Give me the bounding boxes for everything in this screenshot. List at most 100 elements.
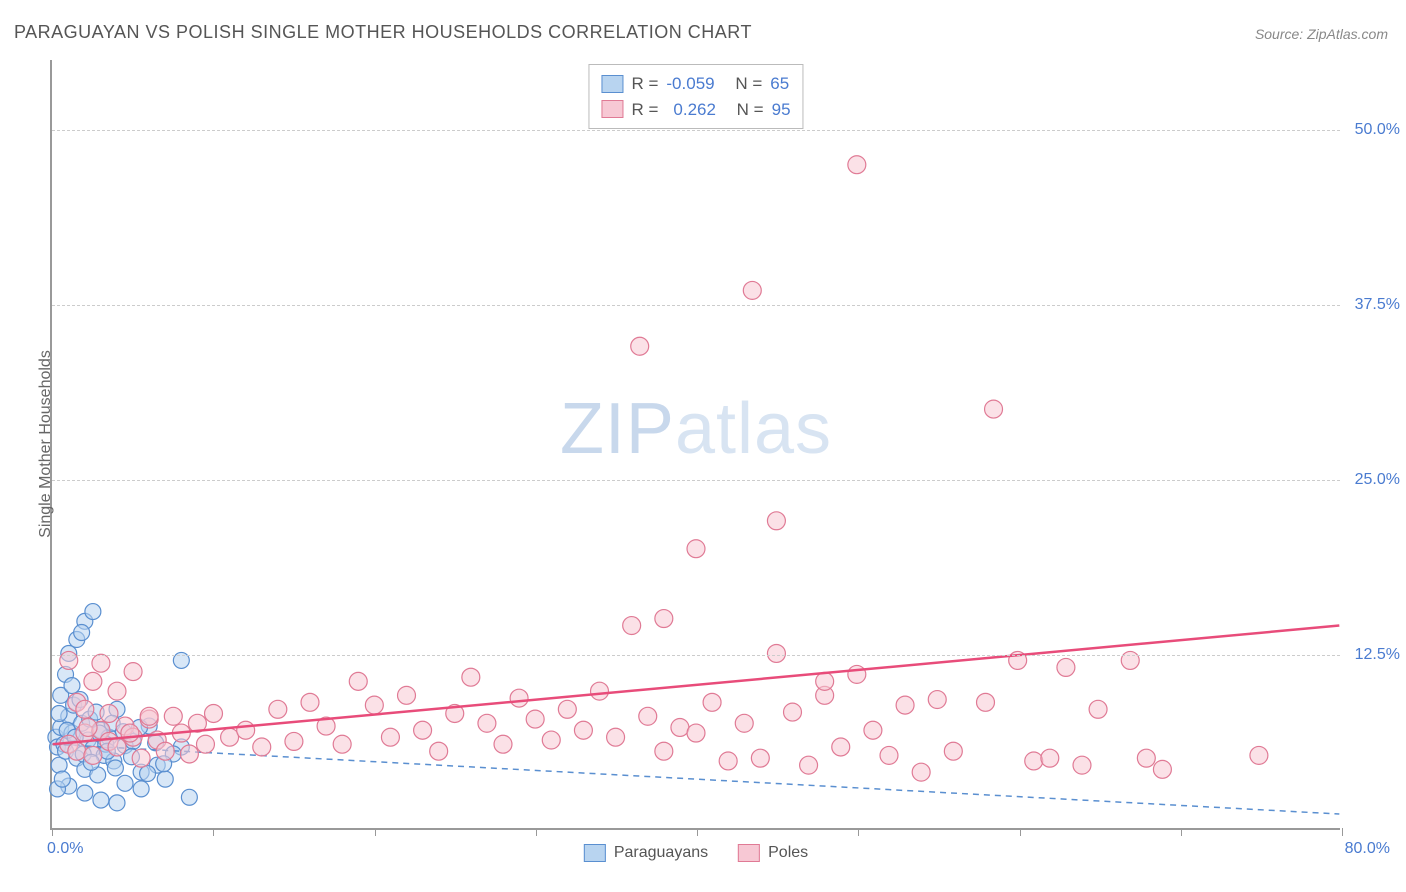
pink-point xyxy=(510,689,528,707)
pink-point xyxy=(349,672,367,690)
blue-point xyxy=(85,604,101,620)
pink-point xyxy=(784,703,802,721)
pink-point xyxy=(269,700,287,718)
pink-point xyxy=(985,400,1003,418)
pink-point xyxy=(1089,700,1107,718)
pink-point xyxy=(100,705,118,723)
legend-n-label: N = xyxy=(737,97,764,123)
pink-point xyxy=(848,665,866,683)
pink-point xyxy=(655,610,673,628)
blue-point xyxy=(181,789,197,805)
blue-point xyxy=(157,771,173,787)
pink-point xyxy=(800,756,818,774)
pink-point xyxy=(1137,749,1155,767)
pink-point xyxy=(237,721,255,739)
pink-point xyxy=(896,696,914,714)
pink-point xyxy=(591,682,609,700)
x-tick xyxy=(1181,828,1182,836)
pink-point xyxy=(767,644,785,662)
pink-point xyxy=(333,735,351,753)
pink-point xyxy=(574,721,592,739)
source-attribution: Source: ZipAtlas.com xyxy=(1255,26,1388,42)
pink-point xyxy=(703,693,721,711)
pink-point xyxy=(816,672,834,690)
pink-point xyxy=(430,742,448,760)
legend-label: Paraguayans xyxy=(614,844,708,862)
pink-point xyxy=(623,617,641,635)
pink-point xyxy=(735,714,753,732)
grid-line xyxy=(52,480,1340,481)
pink-point xyxy=(92,654,110,672)
y-tick-label: 25.0% xyxy=(1345,471,1400,489)
pink-point xyxy=(381,728,399,746)
x-axis-min-label: 0.0% xyxy=(47,840,83,858)
swatch-pink-icon xyxy=(738,844,760,862)
pink-point xyxy=(84,746,102,764)
pink-point xyxy=(76,700,94,718)
pink-point xyxy=(767,512,785,530)
legend-label: Poles xyxy=(768,844,808,862)
pink-point xyxy=(944,742,962,760)
pink-point xyxy=(365,696,383,714)
pink-point xyxy=(558,700,576,718)
pink-point xyxy=(639,707,657,725)
pink-point xyxy=(743,281,761,299)
blue-point xyxy=(64,678,80,694)
pink-point xyxy=(1025,752,1043,770)
grid-line xyxy=(52,655,1340,656)
pink-point xyxy=(526,710,544,728)
legend-item-paraguayans: Paraguayans xyxy=(584,844,708,862)
pink-point xyxy=(1153,760,1171,778)
pink-point xyxy=(1041,749,1059,767)
pink-point xyxy=(1073,756,1091,774)
plot-svg xyxy=(52,60,1340,828)
blue-point xyxy=(117,775,133,791)
blue-point xyxy=(93,792,109,808)
pink-point xyxy=(301,693,319,711)
pink-point xyxy=(687,540,705,558)
x-tick xyxy=(697,828,698,836)
grid-line xyxy=(52,305,1340,306)
legend-row-pink: R = 0.262 N = 95 xyxy=(601,97,790,123)
pink-point xyxy=(977,693,995,711)
legend-n-value: 65 xyxy=(770,71,789,97)
pink-point xyxy=(864,721,882,739)
swatch-blue-icon xyxy=(584,844,606,862)
legend-item-poles: Poles xyxy=(738,844,808,862)
swatch-blue-icon xyxy=(601,75,623,93)
x-tick xyxy=(213,828,214,836)
legend-n-label: N = xyxy=(735,71,762,97)
pink-point xyxy=(221,728,239,746)
x-tick xyxy=(536,828,537,836)
pink-point xyxy=(848,156,866,174)
pink-point xyxy=(880,746,898,764)
pink-point xyxy=(655,742,673,760)
pink-point xyxy=(180,745,198,763)
pink-point xyxy=(84,672,102,690)
pink-point xyxy=(928,691,946,709)
pink-point xyxy=(140,707,158,725)
x-axis-max-label: 80.0% xyxy=(1345,840,1390,858)
pink-point xyxy=(912,763,930,781)
pink-point xyxy=(205,705,223,723)
chart-title: PARAGUAYAN VS POLISH SINGLE MOTHER HOUSE… xyxy=(14,22,752,43)
blue-point xyxy=(133,781,149,797)
blue-point xyxy=(51,706,67,722)
pink-point xyxy=(671,718,689,736)
x-tick xyxy=(1342,828,1343,836)
y-tick-label: 37.5% xyxy=(1345,296,1400,314)
pink-point xyxy=(542,731,560,749)
pink-point xyxy=(121,724,139,742)
blue-point xyxy=(77,785,93,801)
pink-point xyxy=(462,668,480,686)
legend-n-value: 95 xyxy=(772,97,791,123)
legend-series: Paraguayans Poles xyxy=(584,844,808,862)
pink-point xyxy=(1250,746,1268,764)
legend-r-label: R = xyxy=(631,71,658,97)
pink-point xyxy=(1057,658,1075,676)
pink-point xyxy=(156,742,174,760)
pink-point xyxy=(494,735,512,753)
pink-point xyxy=(751,749,769,767)
blue-point xyxy=(54,771,70,787)
pink-point xyxy=(79,718,97,736)
